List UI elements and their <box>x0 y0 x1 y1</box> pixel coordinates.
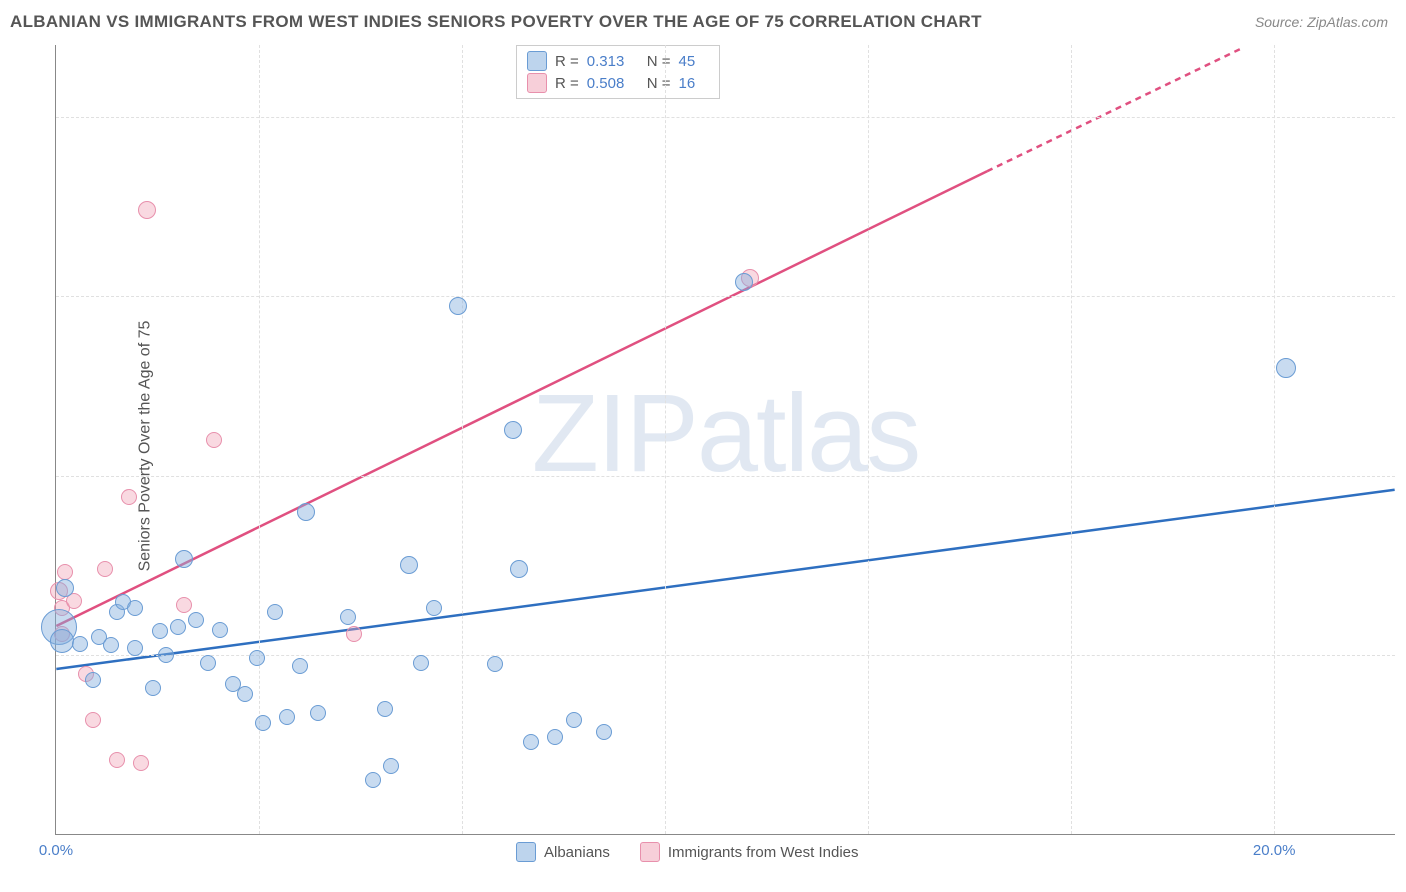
scatter-point <box>103 637 119 653</box>
scatter-point <box>127 600 143 616</box>
scatter-point <box>85 712 101 728</box>
scatter-point <box>426 600 442 616</box>
legend-r-label: R = <box>555 53 579 70</box>
gridline-h <box>56 296 1395 297</box>
watermark: ZIPatlas <box>532 370 919 497</box>
scatter-point <box>346 626 362 642</box>
legend-n-label: N = <box>647 75 671 92</box>
legend-n-value: 16 <box>679 75 709 92</box>
scatter-point <box>365 772 381 788</box>
scatter-point <box>596 724 612 740</box>
scatter-point <box>133 755 149 771</box>
legend-series-item: Immigrants from West Indies <box>640 842 859 862</box>
scatter-point <box>267 604 283 620</box>
trend-lines-layer <box>56 45 1395 834</box>
scatter-point <box>50 629 74 653</box>
gridline-h <box>56 476 1395 477</box>
legend-series-label: Immigrants from West Indies <box>668 844 859 861</box>
legend-r-value: 0.508 <box>587 75 639 92</box>
scatter-point <box>72 636 88 652</box>
scatter-point <box>152 623 168 639</box>
scatter-point <box>310 705 326 721</box>
gridline-v <box>868 45 869 834</box>
scatter-point <box>547 729 563 745</box>
plot-area: ZIPatlas R =0.313N =45R =0.508N =16 Alba… <box>55 45 1395 835</box>
scatter-point <box>127 640 143 656</box>
legend-swatch <box>640 842 660 862</box>
scatter-point <box>413 655 429 671</box>
legend-series: Albanians Immigrants from West Indies <box>516 842 859 862</box>
scatter-point <box>206 432 222 448</box>
scatter-point <box>212 622 228 638</box>
scatter-point <box>383 758 399 774</box>
scatter-point <box>56 579 74 597</box>
scatter-point <box>400 556 418 574</box>
legend-row: R = 0.313 N = 45 <box>527 50 709 72</box>
scatter-point <box>158 647 174 663</box>
legend-swatch <box>527 73 547 93</box>
trend-line <box>56 490 1394 669</box>
scatter-point <box>735 273 753 291</box>
correlation-chart: ALBANIAN VS IMMIGRANTS FROM WEST INDIES … <box>0 0 1406 892</box>
scatter-point <box>504 421 522 439</box>
scatter-point <box>138 201 156 219</box>
gridline-h <box>56 117 1395 118</box>
trend-line <box>56 171 987 626</box>
legend-n-value: 45 <box>679 53 709 70</box>
legend-series-label: Albanians <box>544 844 610 861</box>
scatter-point <box>170 619 186 635</box>
scatter-point <box>279 709 295 725</box>
gridline-v <box>665 45 666 834</box>
gridline-v <box>1274 45 1275 834</box>
scatter-point <box>249 650 265 666</box>
scatter-point <box>85 672 101 688</box>
scatter-point <box>1276 358 1296 378</box>
scatter-point <box>188 612 204 628</box>
legend-swatch <box>527 51 547 71</box>
scatter-point <box>109 752 125 768</box>
scatter-point <box>449 297 467 315</box>
scatter-point <box>487 656 503 672</box>
x-tick-label: 20.0% <box>1253 842 1296 859</box>
legend-r-label: R = <box>555 75 579 92</box>
scatter-point <box>297 503 315 521</box>
trend-line <box>987 48 1242 171</box>
scatter-point <box>377 701 393 717</box>
scatter-point <box>237 686 253 702</box>
scatter-point <box>97 561 113 577</box>
scatter-point <box>121 489 137 505</box>
gridline-v <box>462 45 463 834</box>
scatter-point <box>255 715 271 731</box>
scatter-point <box>566 712 582 728</box>
scatter-point <box>510 560 528 578</box>
scatter-point <box>145 680 161 696</box>
legend-swatch <box>516 842 536 862</box>
legend-n-label: N = <box>647 53 671 70</box>
scatter-point <box>176 597 192 613</box>
x-tick-label: 0.0% <box>39 842 73 859</box>
scatter-point <box>523 734 539 750</box>
chart-title: ALBANIAN VS IMMIGRANTS FROM WEST INDIES … <box>10 12 982 32</box>
legend-row: R = 0.508 N = 16 <box>527 72 709 94</box>
legend-series-item: Albanians <box>516 842 610 862</box>
scatter-point <box>57 564 73 580</box>
source-label: Source: ZipAtlas.com <box>1255 14 1388 30</box>
legend-r-value: 0.313 <box>587 53 639 70</box>
legend-correlation: R = 0.313 N = 45 R = 0.508 N = 16 <box>516 45 720 99</box>
scatter-point <box>292 658 308 674</box>
scatter-point <box>175 550 193 568</box>
scatter-point <box>340 609 356 625</box>
scatter-point <box>200 655 216 671</box>
gridline-v <box>1071 45 1072 834</box>
